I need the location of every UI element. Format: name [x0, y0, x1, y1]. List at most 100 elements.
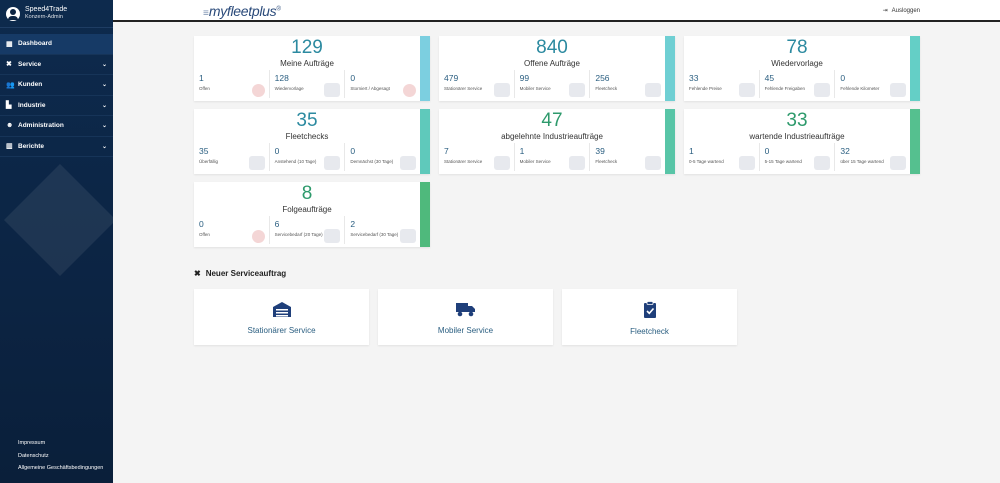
sub-value: 1 — [199, 73, 204, 83]
card-meine-auftraege[interactable]: 129 Meine Aufträge 1 Offen 128 Wiedervorla… — [194, 36, 430, 101]
card-sub-fleetcheck[interactable]: 39 Fleetcheck — [589, 143, 665, 171]
cancel-icon — [251, 84, 265, 97]
card-abgelehnte-industrieauftraege[interactable]: 47 abgelehnte Industrieaufträge 7 Station… — [439, 109, 675, 174]
card-sub-ueber-15-tage[interactable]: 32 über 15 Tage wartend — [834, 143, 910, 171]
card-wartende-industrieauftraege[interactable]: 33 wartende Industrieaufträge 1 0-5 Tage … — [684, 109, 920, 174]
datenschutz-link[interactable]: Datenschutz — [18, 452, 49, 459]
card-sub-storniert[interactable]: 0 Storniert / Abgesagt — [344, 70, 420, 98]
clock-icon — [814, 156, 831, 170]
nav-item-service[interactable]: ✖ Service ⌄ — [0, 55, 113, 75]
tools-icon: ✖ — [194, 269, 201, 278]
card-sub-fehlende-kilometer[interactable]: 0 Fehlende Kilometer — [834, 70, 910, 98]
sub-value: 7 — [444, 146, 449, 156]
calendar-icon — [400, 229, 417, 243]
nav-label: Industrie — [18, 101, 46, 109]
sub-value: 39 — [595, 146, 605, 156]
card-sub-0-5-tage[interactable]: 1 0-5 Tage wartend — [684, 143, 759, 171]
card-sub-ueberfaellig[interactable]: 35 Überfällig — [194, 143, 269, 171]
card-sub-offen[interactable]: 0 Offen — [194, 216, 269, 244]
card-accent-stripe — [420, 109, 430, 174]
user-icon — [324, 83, 341, 97]
card-sub-wiedervorlage[interactable]: 128 Wiedervorlage — [268, 70, 345, 98]
card-value: 47 — [541, 110, 563, 131]
new-fleetcheck-button[interactable]: Fleetcheck — [562, 289, 737, 345]
users-icon: 👥 — [6, 81, 15, 89]
sub-label: 5-15 Tage wartend — [764, 159, 802, 164]
card-sub-5-15-tage[interactable]: 0 5-15 Tage wartend — [758, 143, 835, 171]
nav-label: Kunden — [18, 81, 43, 89]
clipboard-check-icon — [645, 156, 662, 170]
card-offene-auftraege[interactable]: 840 Offene Aufträge 479 Stationärer Servi… — [439, 36, 675, 101]
wrench-icon: ✖ — [6, 61, 12, 69]
card-wiedervorlage[interactable]: 78 Wiedervorlage 33 Fehlende Preise 45 Feh… — [684, 36, 920, 101]
clipboard-check-icon — [645, 83, 662, 97]
clock-icon — [248, 156, 265, 170]
sub-label: Fleetcheck — [595, 86, 618, 91]
impressum-link[interactable]: Impressum — [18, 440, 46, 446]
card-sub-servicebedarf-30[interactable]: 2 Servicebedarf (30 Tage) — [344, 216, 420, 244]
card-sub-fehlende-preise[interactable]: 33 Fehlende Preise — [684, 70, 759, 98]
card-subs: 33 Fehlende Preise 45 Fehlende Freigaben 0… — [684, 70, 910, 98]
nav-item-dashboard[interactable]: ▦ Dashboard — [0, 34, 113, 55]
sub-label: Wiedervorlage — [274, 86, 304, 91]
dashboard-icon: ▦ — [6, 40, 13, 48]
calendar-icon — [890, 156, 907, 170]
sub-label: Servicebedarf (30 Tage) — [350, 232, 399, 237]
card-title: Wiedervorlage — [771, 59, 823, 68]
nav-item-kunden[interactable]: 👥 Kunden ⌄ — [0, 75, 113, 96]
sub-label: Überfällig — [199, 159, 219, 164]
nav-label: Dashboard — [18, 40, 52, 48]
sub-label: 0-5 Tage wartend — [689, 159, 724, 164]
nav-item-berichte[interactable]: ▥ Berichte ⌄ — [0, 137, 113, 157]
card-accent-stripe — [665, 109, 675, 174]
card-sub-fleetcheck[interactable]: 256 Fleetcheck — [589, 70, 665, 98]
clock-icon — [738, 156, 755, 170]
watermark-logo — [4, 164, 113, 276]
nav-item-administration[interactable]: ☻ Administration ⌄ — [0, 116, 113, 137]
card-sub-demnaechst[interactable]: 0 Demnächst (30 Tage) — [344, 143, 420, 171]
logout-button[interactable]: ⇥ Ausloggen — [883, 7, 920, 14]
card-sub-stationaer[interactable]: 7 Stationärer Service — [439, 143, 514, 171]
agb-link[interactable]: Allgemeine Geschäftsbedingungen — [18, 465, 104, 471]
topbar: ≡ myfleetplus® ⇥ Ausloggen — [113, 0, 1000, 22]
card-accent-stripe — [420, 36, 430, 101]
card-fleetchecks[interactable]: 35 Fleetchecks 35 Überfällig 0 Anstehend (… — [194, 109, 430, 174]
sub-value: 256 — [595, 73, 610, 83]
card-sub-fehlende-freigaben[interactable]: 45 Fehlende Freigaben — [758, 70, 835, 98]
chevron-down-icon: ⌄ — [101, 123, 107, 130]
brand-logo[interactable]: ≡ myfleetplus® — [203, 3, 281, 19]
sub-label: Anstehend (10 Tage) — [274, 159, 317, 164]
action-label: Mobiler Service — [437, 326, 494, 335]
nav-item-industrie[interactable]: ▙ Industrie ⌄ — [0, 96, 113, 116]
card-value: 35 — [296, 110, 318, 131]
chart-icon: ▥ — [6, 143, 13, 151]
sub-value: 0 — [840, 73, 846, 83]
card-sub-mobil[interactable]: 1 Mobiler Service — [513, 143, 590, 171]
sub-label: Demnächst (30 Tage) — [350, 159, 394, 164]
tag-icon — [738, 83, 755, 97]
card-sub-offen[interactable]: 1 Offen — [194, 70, 269, 98]
user-profile[interactable]: Speed4Trade Konzern-Admin — [0, 0, 113, 28]
card-accent-stripe — [910, 109, 920, 174]
action-label: Fleetcheck — [630, 327, 669, 336]
card-sub-anstehend[interactable]: 0 Anstehend (10 Tage) — [268, 143, 345, 171]
sub-label: Fleetcheck — [595, 159, 618, 164]
card-value: 129 — [291, 37, 323, 58]
cancel-icon — [403, 84, 417, 97]
main-nav: ▦ Dashboard ✖ Service ⌄ 👥 Kunden ⌄ ▙ Ind… — [0, 34, 113, 157]
card-sub-servicebedarf-20[interactable]: 6 Servicebedarf (20 Tage) — [268, 216, 345, 244]
user-avatar-icon — [6, 6, 20, 21]
sub-value: 1 — [689, 146, 694, 156]
card-title: Offene Aufträge — [524, 59, 580, 68]
new-mobiler-service-button[interactable]: Mobiler Service — [378, 289, 553, 345]
card-sub-stationaer[interactable]: 479 Stationärer Service — [439, 70, 514, 98]
card-sub-mobil[interactable]: 99 Mobiler Service — [513, 70, 590, 98]
admin-icon: ☻ — [6, 122, 14, 130]
section-title: ✖ Neuer Serviceauftrag — [194, 269, 286, 278]
nav-label: Service — [18, 60, 42, 68]
card-folgeauftraege[interactable]: 8 Folgeaufträge 0 Offen 6 Servicebedarf (2… — [194, 182, 430, 247]
user-icon — [814, 83, 831, 97]
truck-icon — [569, 83, 586, 97]
calendar-icon — [400, 156, 417, 170]
new-stationaerer-service-button[interactable]: Stationärer Service — [194, 289, 369, 345]
